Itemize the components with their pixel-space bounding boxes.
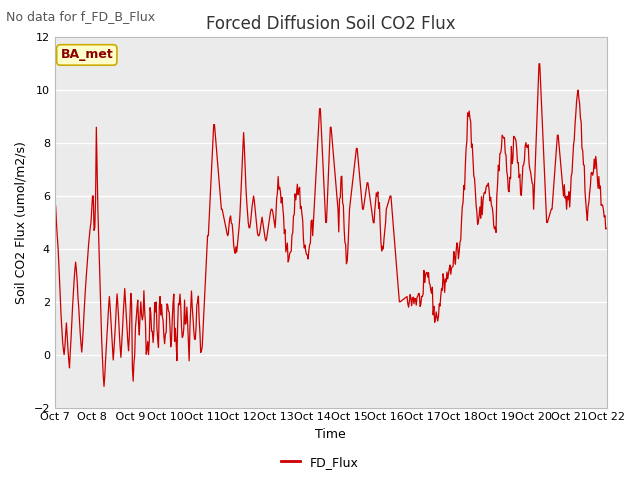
Legend: FD_Flux: FD_Flux xyxy=(276,451,364,474)
Text: BA_met: BA_met xyxy=(60,48,113,61)
X-axis label: Time: Time xyxy=(316,428,346,441)
Title: Forced Diffusion Soil CO2 Flux: Forced Diffusion Soil CO2 Flux xyxy=(206,15,456,33)
Y-axis label: Soil CO2 Flux (umol/m2/s): Soil CO2 Flux (umol/m2/s) xyxy=(15,141,28,304)
Text: No data for f_FD_B_Flux: No data for f_FD_B_Flux xyxy=(6,10,156,23)
